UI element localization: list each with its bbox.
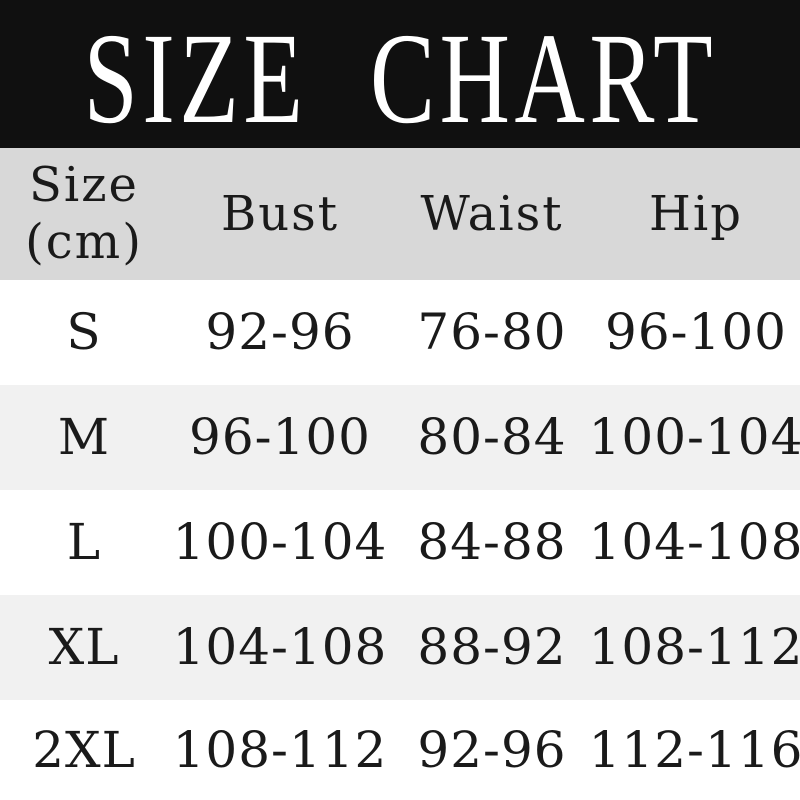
size-table: Size (cm) Bust Waist Hip S 92-96 76-80 9… — [0, 148, 800, 800]
header-cell-waist: Waist — [420, 185, 564, 242]
table-row-m: M 96-100 80-84 100-104 — [0, 385, 800, 490]
size-chart-title: SIZE CHART — [83, 7, 717, 148]
header-size-unit: (cm) — [25, 214, 143, 270]
cell-hip: 96-100 — [605, 303, 787, 361]
cell-bust: 92-96 — [205, 303, 355, 361]
cell-size: M — [57, 408, 111, 466]
header-cell-size: Size (cm) — [0, 157, 168, 270]
cell-bust: 104-108 — [172, 618, 388, 676]
table-row-xl: XL 104-108 88-92 108-112 — [0, 595, 800, 700]
cell-bust: 96-100 — [189, 408, 371, 466]
cell-size: 2XL — [32, 720, 136, 779]
cell-bust: 108-112 — [172, 720, 388, 779]
cell-hip: 100-104 — [588, 408, 800, 466]
cell-waist: 84-88 — [417, 513, 567, 571]
table-row-s: S 92-96 76-80 96-100 — [0, 280, 800, 385]
title-band: SIZE CHART — [0, 0, 800, 148]
table-row-2xl: 2XL 108-112 92-96 112-116 — [0, 700, 800, 800]
header-cell-bust: Bust — [220, 185, 340, 242]
cell-bust: 100-104 — [172, 513, 388, 571]
table-row-l: L 100-104 84-88 104-108 — [0, 490, 800, 595]
cell-size: S — [66, 303, 102, 361]
header-cell-hip: Hip — [649, 185, 743, 242]
cell-waist: 76-80 — [417, 303, 567, 361]
cell-waist: 88-92 — [417, 618, 567, 676]
header-size-label: Size — [29, 157, 139, 214]
cell-hip: 112-116 — [588, 720, 800, 779]
cell-size: XL — [48, 618, 120, 676]
cell-hip: 104-108 — [588, 513, 800, 571]
cell-hip: 108-112 — [588, 618, 800, 676]
cell-waist: 80-84 — [417, 408, 567, 466]
cell-waist: 92-96 — [417, 720, 567, 779]
table-header-row: Size (cm) Bust Waist Hip — [0, 148, 800, 280]
cell-size: L — [66, 513, 102, 571]
